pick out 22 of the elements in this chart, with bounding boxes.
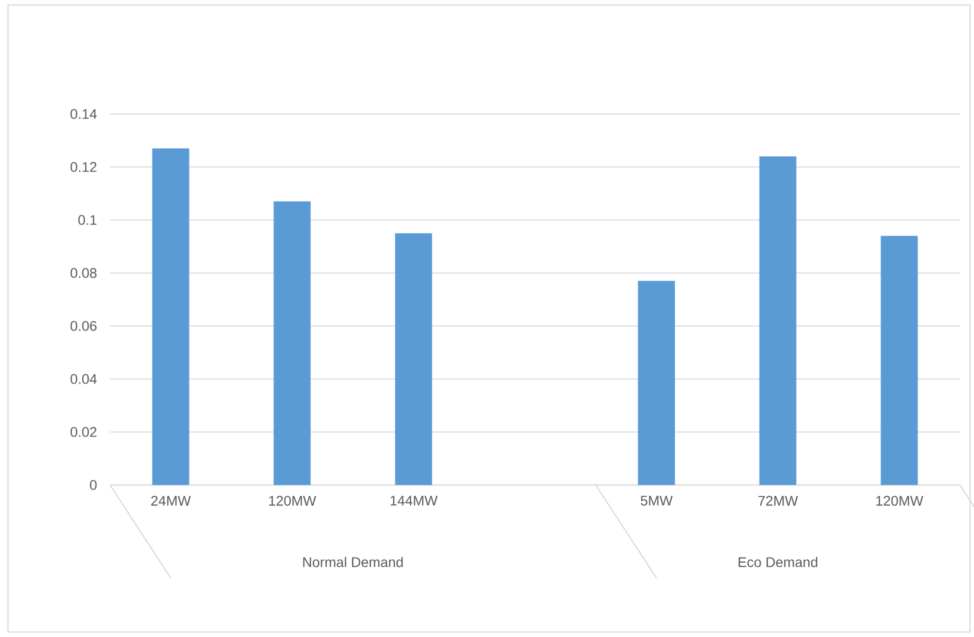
- bar: [759, 156, 796, 485]
- y-tick-label: 0.04: [70, 374, 97, 384]
- y-tick-label: 0.12: [70, 162, 96, 172]
- x-tick-label: 24MW: [151, 496, 191, 506]
- y-tick-label: 0.14: [70, 109, 97, 119]
- bar: [152, 148, 190, 485]
- y-tick-label: 0.06: [70, 321, 97, 331]
- x-tick-label: 120MW: [269, 496, 316, 506]
- bar: [880, 236, 918, 485]
- y-tick-label: 0.1: [78, 215, 96, 225]
- bar: [395, 233, 432, 485]
- x-tick-label: 120MW: [876, 496, 924, 506]
- y-tick-label: 0.08: [70, 268, 97, 278]
- x-tick-label: 72MW: [758, 496, 798, 506]
- bar: [274, 201, 311, 485]
- x-tick-label: 144MW: [390, 496, 438, 506]
- y-tick-label: 0: [90, 480, 97, 490]
- y-tick-label: 0.02: [70, 427, 96, 437]
- x-tick-label: 5MW: [640, 496, 673, 506]
- bar: [638, 280, 675, 485]
- text: Normal Demand: [303, 556, 403, 568]
- text: Eco Demand: [738, 556, 818, 568]
